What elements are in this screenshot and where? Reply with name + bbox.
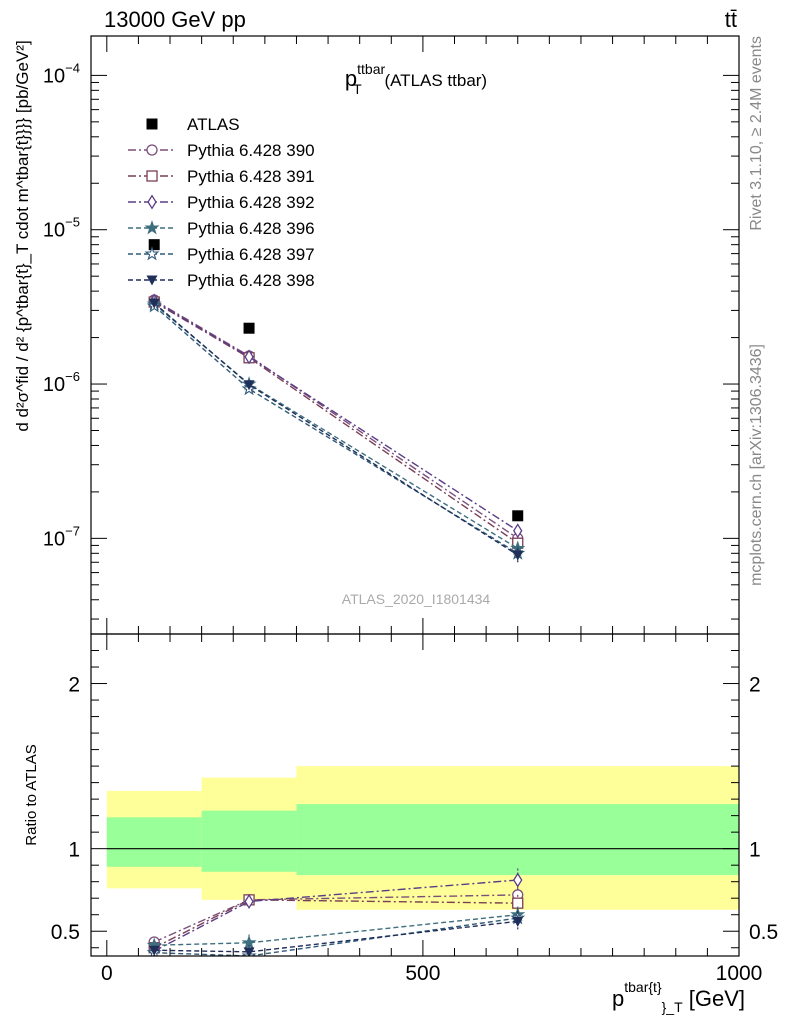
ratio-series-point — [513, 872, 523, 888]
legend-label: Pythia 6.428 391 — [187, 167, 315, 186]
ratio-bands — [106, 766, 739, 910]
main-y-tick-base: 10 — [43, 65, 65, 87]
ratio-series-line — [154, 917, 518, 956]
legend-label: Pythia 6.428 390 — [187, 141, 315, 160]
ratio-axis-ticks: 0.5 0.5 1 1 2 2 0 500 1000 — [51, 634, 778, 985]
legend: ATLAS Pythia 6.428 390 Pythia 6.428 391 Pyt… — [128, 115, 315, 290]
legend-marker — [146, 144, 158, 156]
ratio-inner-band — [296, 804, 739, 876]
main-ylabel: d d²σ^fid / d² {p^tbar{t}_T cdot m^tbar{… — [13, 40, 32, 431]
main-title-base: p — [345, 66, 357, 91]
main-y-tick-label: 10−7 — [43, 523, 80, 550]
ratio-series-layer — [146, 868, 526, 956]
atlas-data-point — [148, 239, 160, 251]
main-title-sub: T — [353, 81, 362, 97]
main-series-line — [153, 302, 519, 556]
main-series-line — [153, 301, 519, 544]
ratio-inner-band — [106, 817, 202, 867]
ratio-series-line — [153, 879, 518, 952]
main-series-line — [153, 305, 519, 554]
legend-marker — [146, 118, 158, 130]
legend-marker — [144, 220, 160, 235]
main-y-tick-base: 10 — [43, 528, 65, 550]
main-y-tick-exp: −4 — [65, 60, 80, 75]
ratio-y-tick-label-right: 1 — [749, 839, 761, 862]
main-series-line — [153, 299, 519, 539]
mcplots-label: mcplots.cern.ch [arXiv:1306.3436] — [748, 344, 765, 586]
ratio-series-line — [153, 899, 518, 949]
header-left: 13000 GeV pp — [104, 7, 246, 32]
atlas-data-point — [243, 322, 255, 334]
legend-label: Pythia 6.428 392 — [187, 193, 315, 212]
main-series-point — [244, 349, 254, 365]
main-title-sup: ttbar — [357, 61, 385, 77]
main-series-point — [513, 523, 523, 539]
x-tick-label: 1000 — [716, 962, 763, 985]
ratio-series-point — [148, 945, 160, 956]
main-series-point — [148, 298, 160, 309]
x-axis-label-sub: }_T — [662, 999, 683, 1015]
main-series-line — [153, 300, 519, 532]
watermark: ATLAS_2020_I1801434 — [342, 591, 491, 607]
x-tick-label: 0 — [101, 962, 113, 985]
ratio-y-tick-label: 2 — [68, 674, 80, 697]
ratio-series-line — [154, 914, 518, 946]
ratio-y-tick-label-right: 0.5 — [749, 921, 778, 944]
x-tick-label: 500 — [405, 962, 440, 985]
main-y-tick-label: 10−4 — [43, 60, 80, 87]
header-right: tt̄ — [725, 7, 737, 32]
x-axis-label-base: p — [612, 986, 624, 1011]
ratio-inner-band — [201, 810, 297, 872]
legend-label: Pythia 6.428 398 — [187, 271, 315, 290]
ratio-series-line — [154, 920, 518, 953]
main-y-tick-label: 10−5 — [43, 215, 80, 242]
x-axis-label-sup: tbar{t} — [624, 979, 662, 995]
main-series-point — [512, 550, 524, 561]
main-axis-ticks: 10−410−510−610−7 — [43, 36, 740, 634]
main-y-tick-exp: −5 — [65, 215, 80, 230]
ratio-series-point — [243, 947, 255, 956]
rivet-label: Rivet 3.1.10, ≥ 2.4M events — [748, 36, 765, 231]
main-y-tick-exp: −7 — [65, 523, 80, 538]
legend-marker — [146, 275, 158, 286]
legend-label: ATLAS — [187, 115, 240, 134]
legend-marker — [146, 170, 158, 182]
ratio-y-tick-label-right: 2 — [749, 674, 761, 697]
legend-marker — [144, 246, 160, 261]
main-y-tick-base: 10 — [43, 220, 65, 242]
main-y-tick-base: 10 — [43, 374, 65, 396]
legend-label: Pythia 6.428 396 — [187, 219, 315, 238]
x-axis-label: ptbar{t}}_T [GeV] — [612, 979, 745, 1015]
main-title-suffix: (ATLAS ttbar) — [380, 71, 487, 90]
ratio-y-tick-label: 1 — [68, 839, 80, 862]
x-axis-label-suffix: [GeV] — [683, 986, 745, 1011]
ratio-y-tick-label: 0.5 — [51, 921, 80, 944]
ratio-frame — [90, 633, 740, 957]
main-series-line — [153, 303, 519, 550]
ratio-ylabel: Ratio to ATLAS — [23, 744, 40, 845]
main-series-point — [243, 380, 255, 391]
legend-marker — [147, 194, 157, 210]
main-y-tick-exp: −6 — [65, 369, 80, 384]
main-title: pttbar T (ATLAS ttbar) — [345, 61, 487, 97]
main-series-layer — [146, 239, 526, 563]
ratio-series-point — [244, 893, 254, 910]
atlas-data-point — [512, 510, 524, 522]
legend-label: Pythia 6.428 397 — [187, 245, 315, 264]
main-y-tick-label: 10−6 — [43, 369, 80, 396]
ratio-series-point — [512, 916, 524, 927]
